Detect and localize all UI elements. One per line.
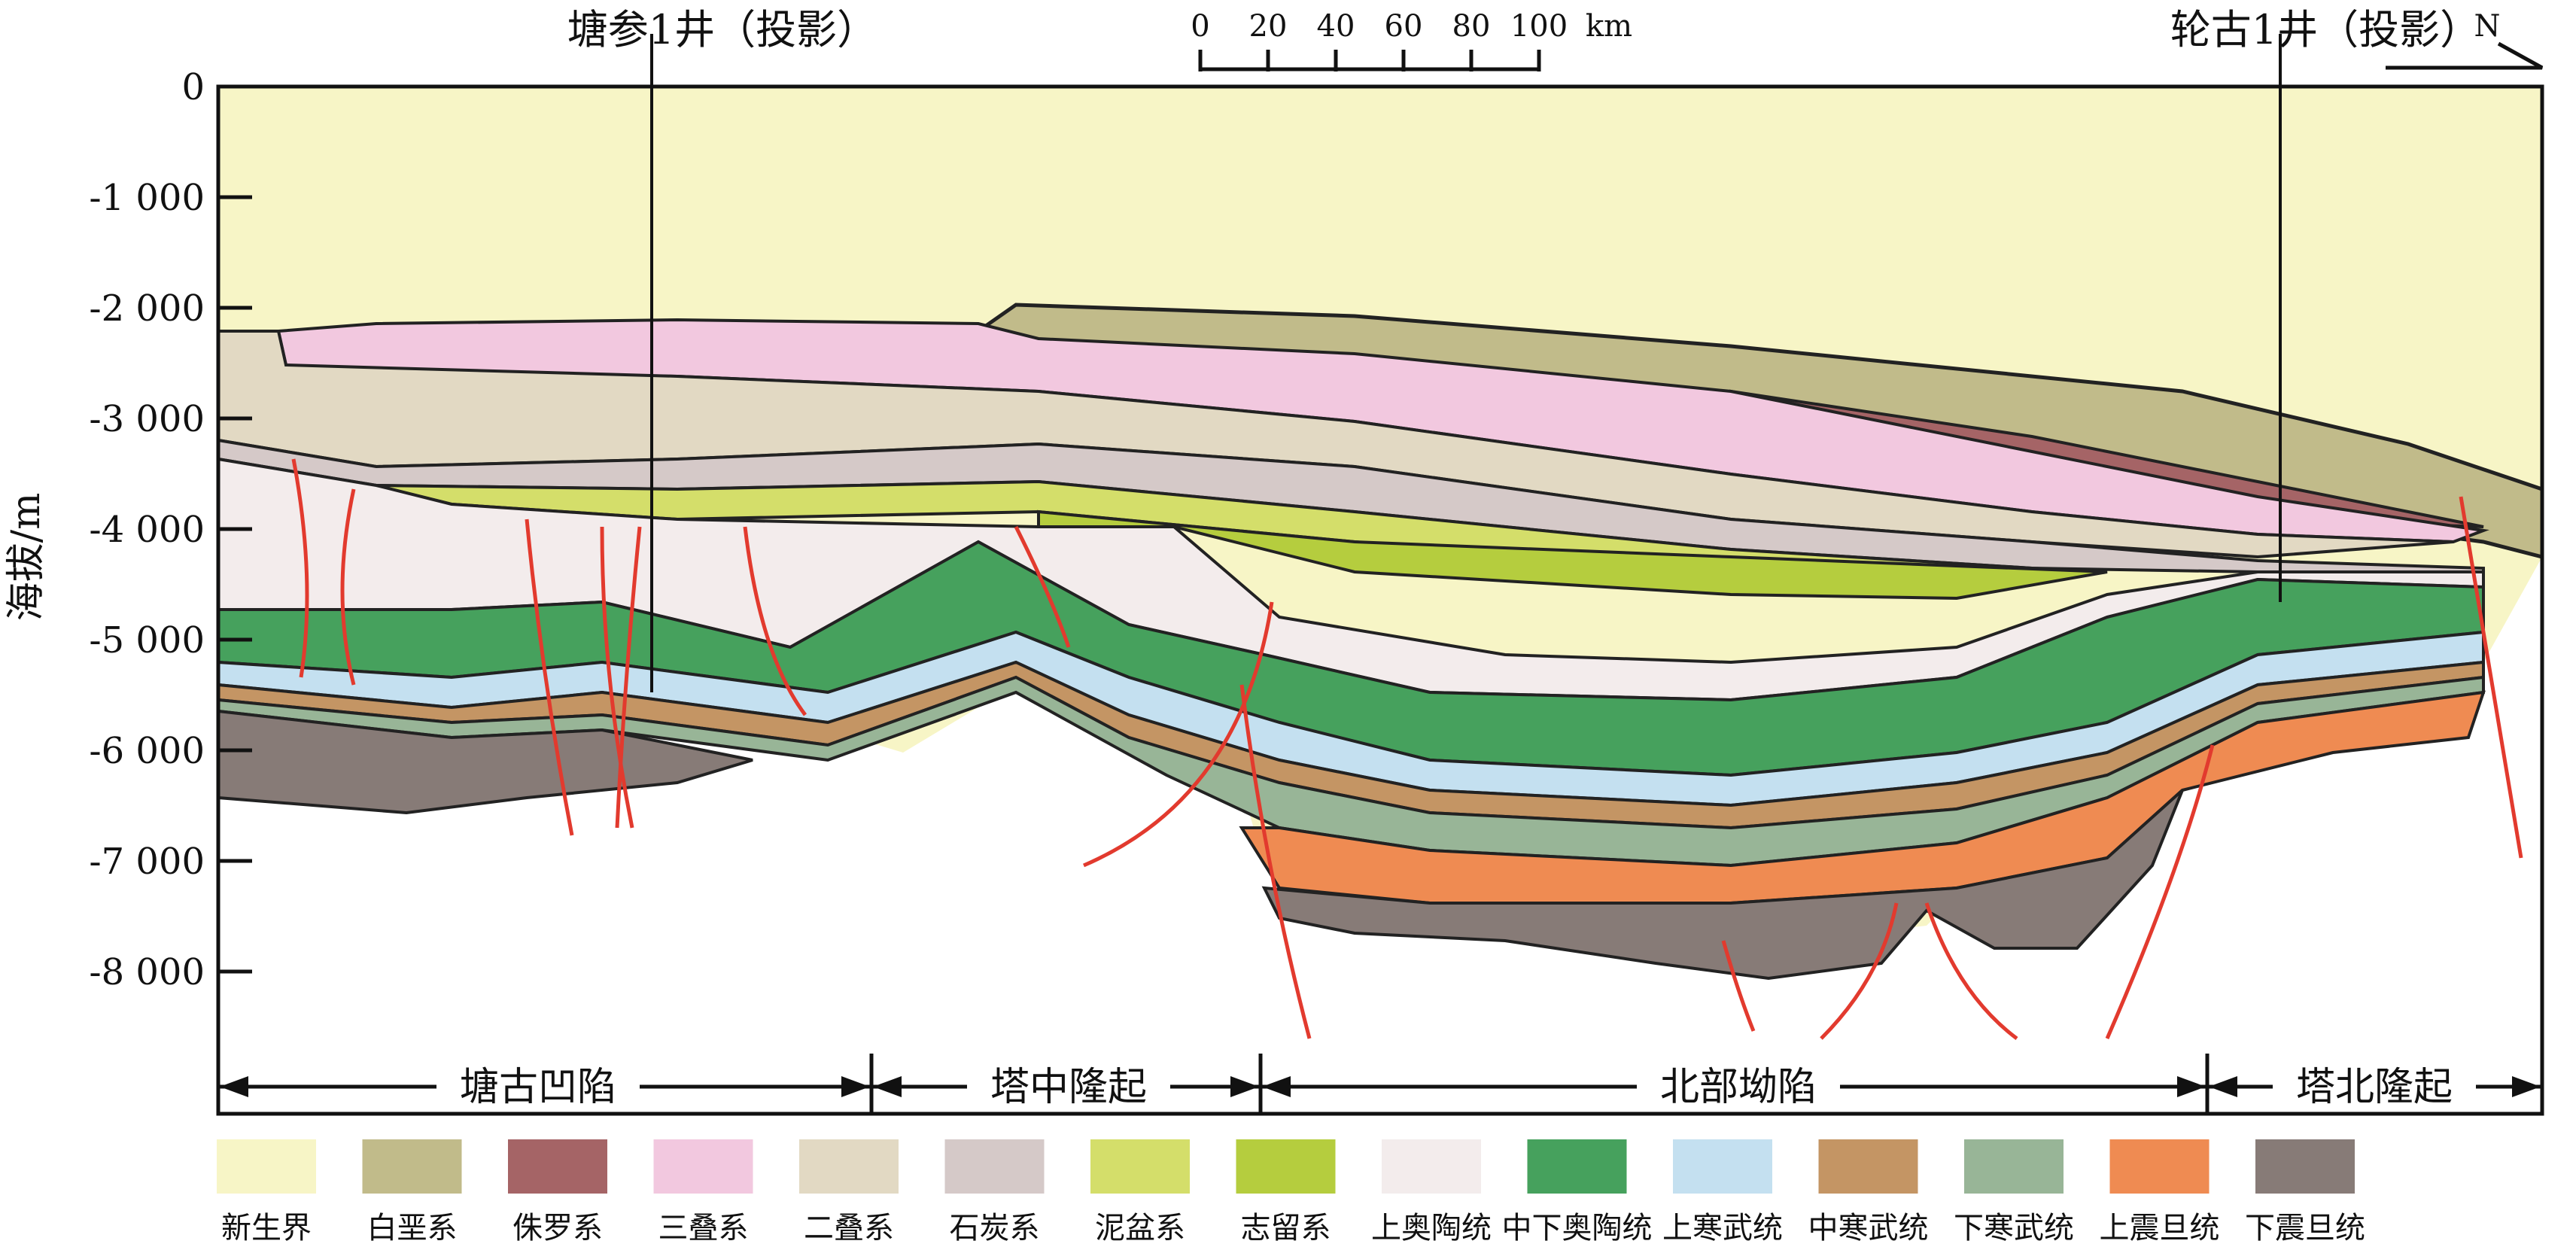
fault-line bbox=[525, 519, 574, 836]
y-tick-label: -1 000 bbox=[89, 177, 205, 219]
scale-tick-label: 80 bbox=[1452, 9, 1491, 44]
legend-label: 上寒武统 bbox=[1662, 1211, 1783, 1245]
legend-swatch bbox=[2255, 1139, 2355, 1194]
legend-label: 泥盆系 bbox=[1095, 1211, 1185, 1245]
scale-tick-label: 20 bbox=[1249, 9, 1288, 44]
y-tick-label: -4 000 bbox=[89, 509, 205, 551]
legend-label: 侏罗系 bbox=[512, 1211, 603, 1245]
fault-line bbox=[743, 526, 807, 716]
north-arrow: N bbox=[2386, 9, 2544, 70]
legend-swatch bbox=[2109, 1139, 2210, 1194]
y-tick-label: -7 000 bbox=[89, 841, 205, 883]
legend-swatch bbox=[799, 1139, 899, 1194]
fault-line bbox=[1014, 525, 1071, 648]
fault-line bbox=[1239, 684, 1312, 1039]
legend: 新生界 白垩系 侏罗系 三叠系 二叠系 石炭系 泥盆系 志留系 上奥陶统 中下奥陶统 上寒武统 中寒武… bbox=[217, 1139, 2365, 1245]
fault-line bbox=[1083, 601, 1274, 868]
legend-swatch bbox=[1382, 1139, 1481, 1194]
scale-tick-label: 40 bbox=[1317, 9, 1355, 44]
fault-line bbox=[1820, 902, 1899, 1040]
y-tick-label: -8 000 bbox=[89, 951, 205, 993]
legend-label: 下震旦统 bbox=[2245, 1211, 2365, 1245]
y-tick-label: 0 bbox=[181, 66, 205, 108]
arrow-head-icon bbox=[220, 1076, 248, 1097]
y-tick-marks bbox=[218, 84, 252, 974]
scale-unit-label: km bbox=[1586, 9, 1632, 44]
y-axis-label: 海拔/m bbox=[4, 493, 49, 622]
legend-swatch bbox=[1673, 1139, 1772, 1194]
scale-tick-label: 60 bbox=[1385, 9, 1423, 44]
region-label: 塔中隆起 bbox=[990, 1065, 1147, 1110]
fault-line bbox=[2105, 744, 2215, 1039]
legend-label: 志留系 bbox=[1241, 1211, 1331, 1245]
region-label: 塔北隆起 bbox=[2296, 1065, 2453, 1110]
legend-label: 中下奥陶统 bbox=[1502, 1211, 1653, 1245]
legend-label: 二叠系 bbox=[804, 1211, 894, 1245]
fault-line bbox=[340, 488, 356, 686]
legend-swatch bbox=[944, 1139, 1045, 1194]
scale-tick-label: 100 bbox=[1510, 9, 1568, 44]
arrow-head-icon bbox=[841, 1076, 870, 1097]
arrow-head-icon bbox=[873, 1076, 902, 1097]
legend-swatch bbox=[362, 1139, 462, 1194]
legend-label: 上奥陶统 bbox=[1371, 1211, 1492, 1245]
region-label: 北部坳陷 bbox=[1660, 1065, 1817, 1110]
arrow-head-icon bbox=[2512, 1076, 2541, 1097]
legend-label: 新生界 bbox=[221, 1211, 312, 1245]
arrow-head-icon bbox=[1230, 1076, 1259, 1097]
north-label: N bbox=[2474, 9, 2501, 44]
legend-swatch bbox=[508, 1139, 607, 1194]
legend-label: 三叠系 bbox=[658, 1211, 749, 1245]
layer-lower-sinian-2 bbox=[1261, 789, 2184, 981]
well-label-lungu1: 轮古1井（投影） bbox=[2170, 6, 2480, 53]
fault-line bbox=[600, 526, 634, 829]
legend-swatch bbox=[217, 1139, 316, 1194]
y-tick-label: -5 000 bbox=[89, 619, 205, 661]
fault-line bbox=[1924, 902, 2018, 1040]
y-tick-label: -6 000 bbox=[89, 730, 205, 772]
legend-label: 上震旦统 bbox=[2100, 1211, 2220, 1245]
legend-label: 白垩系 bbox=[367, 1211, 458, 1245]
region-bar: 塘古凹陷 塔中隆起 北部坳陷 塔北隆起 bbox=[218, 1054, 2542, 1114]
well-label-tangcan1: 塘参1井（投影） bbox=[567, 6, 877, 53]
legend-swatch bbox=[653, 1139, 753, 1194]
scale-bar: 0 20 40 60 80 100 km bbox=[1191, 9, 1632, 71]
north-arrow-icon bbox=[2386, 41, 2544, 70]
y-tick-label: -2 000 bbox=[89, 287, 205, 330]
legend-swatch bbox=[1236, 1139, 1336, 1194]
legend-label: 中寒武统 bbox=[1808, 1211, 1929, 1245]
arrow-head-icon bbox=[2209, 1076, 2237, 1097]
legend-swatch bbox=[1818, 1139, 1918, 1194]
y-axis: 0 -1 000 -2 000 -3 000 -4 000 -5 000 -6 … bbox=[4, 66, 252, 1114]
faults bbox=[291, 458, 2523, 1040]
legend-swatch bbox=[1964, 1139, 2064, 1194]
legend-swatch bbox=[1090, 1139, 1190, 1194]
fault-line bbox=[1721, 940, 1756, 1032]
arrow-head-icon bbox=[1262, 1076, 1291, 1097]
fault-line bbox=[615, 526, 642, 829]
y-tick-label: -3 000 bbox=[89, 398, 205, 440]
legend-label: 石炭系 bbox=[950, 1211, 1040, 1245]
cross-section-panel bbox=[216, 34, 2544, 1116]
fault-line bbox=[291, 458, 309, 678]
legend-label: 下寒武统 bbox=[1954, 1211, 2074, 1245]
arrow-head-icon bbox=[2177, 1076, 2206, 1097]
region-label: 塘古凹陷 bbox=[460, 1065, 616, 1110]
scale-tick-label: 0 bbox=[1191, 9, 1209, 44]
legend-swatch bbox=[1527, 1139, 1627, 1194]
fault-line bbox=[2459, 496, 2523, 859]
